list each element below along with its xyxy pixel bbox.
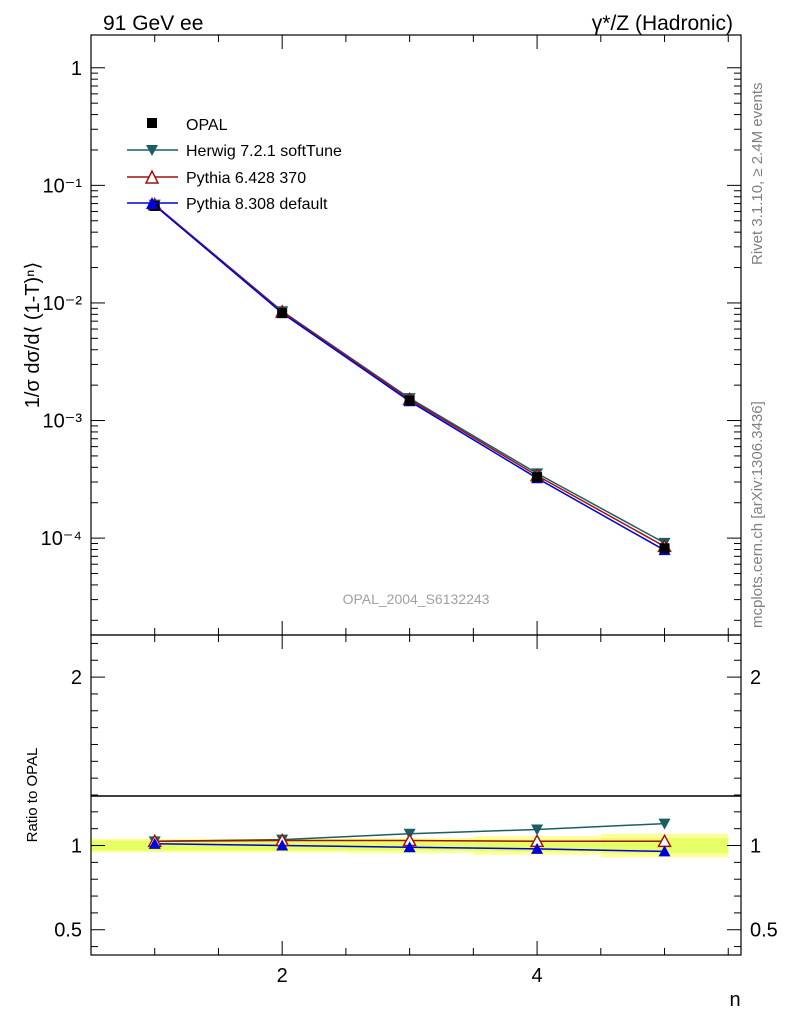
- ratio-y-tick-label-right: 2: [750, 667, 761, 689]
- ratio-data-point: [658, 818, 671, 830]
- main-plot-panel: 1 10⁻¹ 10⁻² 10⁻³ 10⁻⁴ 1/σ dσ/d⟨ (1-T)ⁿ⟩ OPAL…: [22, 34, 742, 636]
- main-series-line: [154, 204, 665, 551]
- source-info-label: mcplots.cern.ch [arXiv:1306.3436]: [749, 401, 766, 628]
- main-series-markers: [147, 197, 672, 556]
- legend-pythia8-marker: [146, 197, 158, 209]
- watermark-label: OPAL_2004_S6132243: [343, 591, 490, 607]
- main-y-tick-label: 10⁻⁴: [41, 528, 82, 550]
- legend-pythia8-label: Pythia 8.308 default: [186, 196, 328, 213]
- ratio-y-tick-label-left: 1: [71, 836, 82, 858]
- ratio-y-tick-label-right: 0.5: [750, 920, 778, 942]
- ratio-data-point: [403, 841, 416, 853]
- main-y-tick-label: 10⁻¹: [43, 175, 83, 197]
- x-axis-label: n: [729, 989, 740, 1011]
- main-series-line: [154, 204, 665, 544]
- legend-entry-pythia6: Pythia 6.428 370: [127, 169, 306, 187]
- legend-herwig-label: Herwig 7.2.1 softTune: [186, 143, 342, 160]
- legend-pythia6-marker: [144, 169, 160, 184]
- ratio-y-tick-label-left: 0.5: [54, 920, 82, 942]
- main-y-tick-label: 10⁻²: [43, 293, 83, 315]
- ratio-data-point: [531, 824, 544, 836]
- legend-pythia6-label: Pythia 6.428 370: [186, 170, 306, 187]
- ratio-data-point: [531, 842, 544, 854]
- legend-opal-marker: [147, 118, 157, 128]
- ratio-data-point: [658, 845, 671, 857]
- main-series-line: [154, 204, 665, 548]
- legend-herwig-marker: [146, 145, 158, 156]
- ratio-y-tick-label-right: 1: [750, 836, 761, 858]
- main-y-tick-labels: 1 10⁻¹ 10⁻² 10⁻³ 10⁻⁴: [41, 58, 83, 550]
- header-right-label: γ*/Z (Hadronic): [592, 12, 733, 35]
- main-data-point: [532, 472, 543, 483]
- main-data-point: [659, 543, 670, 554]
- ratio-x-tick-label: 2: [277, 965, 288, 987]
- legend-entry-herwig: Herwig 7.2.1 softTune: [127, 143, 342, 160]
- ratio-series-markers: [147, 818, 672, 857]
- ratio-y-tick-labels: 0.5 0.5 1 1 2 2: [54, 667, 778, 942]
- ratio-y-tick-label-left: 2: [71, 667, 82, 689]
- legend: OPAL Herwig 7.2.1 softTune Pythia 6.428 …: [127, 117, 342, 213]
- main-series-lines: [154, 204, 665, 551]
- legend-opal-label: OPAL: [186, 117, 228, 134]
- ratio-ticks: [91, 635, 741, 955]
- main-data-point: [404, 395, 415, 406]
- ratio-y-axis-label: Ratio to OPAL: [24, 748, 41, 843]
- main-y-tick-label: 1: [71, 58, 82, 80]
- header-left-label: 91 GeV ee: [103, 12, 203, 35]
- ratio-x-tick-label: 4: [532, 965, 543, 987]
- main-data-point: [277, 308, 288, 319]
- ratio-data-point: [276, 839, 289, 851]
- main-y-ticks: [91, 35, 741, 635]
- legend-entry-opal: OPAL: [147, 117, 228, 134]
- ratio-plot-frame: [90, 634, 742, 956]
- legend-entry-pythia8: Pythia 8.308 default: [127, 196, 328, 213]
- main-y-axis-label: 1/σ dσ/d⟨ (1-T)ⁿ⟩: [22, 262, 44, 409]
- main-y-tick-label: 10⁻³: [43, 411, 83, 433]
- ratio-data-point: [148, 837, 161, 849]
- rivet-info-label: Rivet 3.1.10, ≥ 2.4M events: [749, 83, 766, 266]
